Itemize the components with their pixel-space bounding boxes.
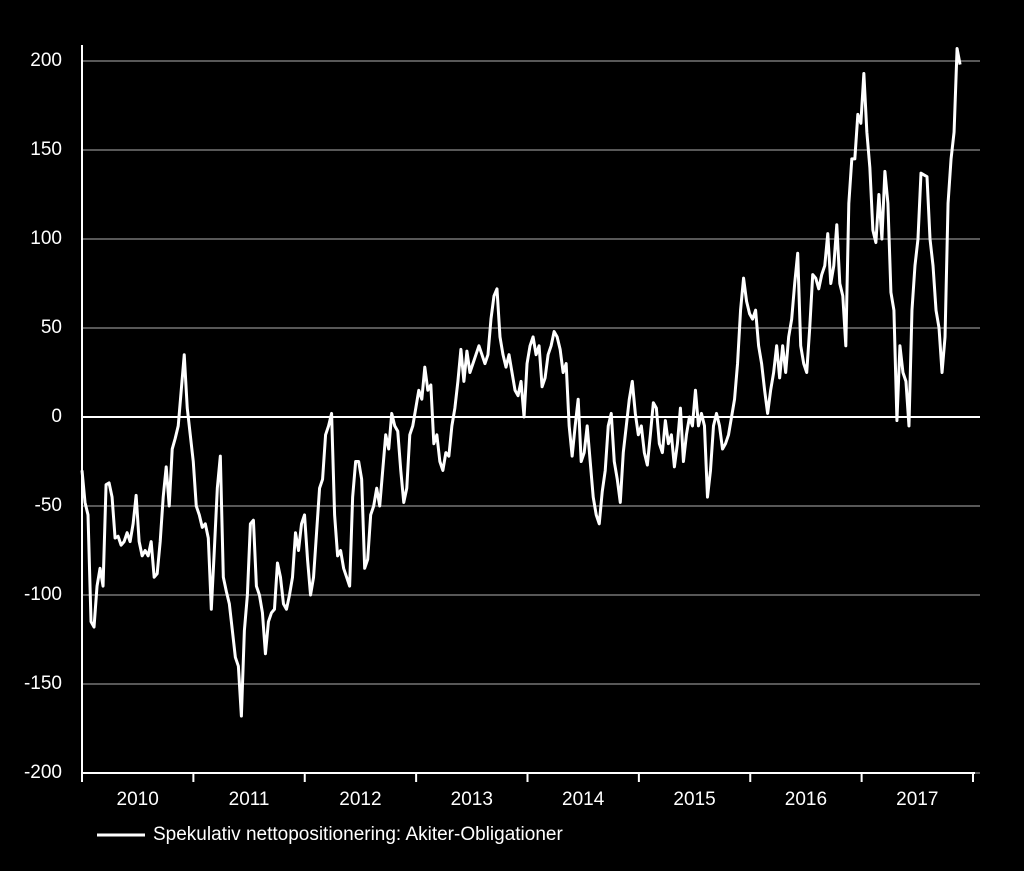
x-tick-label: 2013 — [451, 789, 493, 810]
y-tick-label: 150 — [30, 139, 62, 160]
y-tick-label: -50 — [35, 495, 62, 516]
x-tick-label: 2017 — [896, 789, 938, 810]
y-tick-label: 50 — [41, 317, 62, 338]
y-tick-label: -100 — [24, 584, 62, 605]
x-tick-label: 2011 — [229, 789, 270, 810]
legend-label: Spekulativ nettopositionering: Akiter-Ob… — [153, 824, 563, 845]
x-tick-label: 2012 — [339, 789, 381, 810]
x-tick-label: 2010 — [117, 789, 159, 810]
y-tick-label: -200 — [24, 762, 62, 783]
x-tick-label: 2016 — [785, 789, 827, 810]
y-tick-label: 200 — [30, 50, 62, 71]
x-tick-label: 2014 — [562, 789, 605, 810]
x-tick-label: 2015 — [673, 789, 715, 810]
y-tick-label: 100 — [30, 228, 62, 249]
y-tick-label: -150 — [24, 673, 62, 694]
y-tick-label: 0 — [51, 406, 62, 427]
data-line — [80, 47, 962, 718]
